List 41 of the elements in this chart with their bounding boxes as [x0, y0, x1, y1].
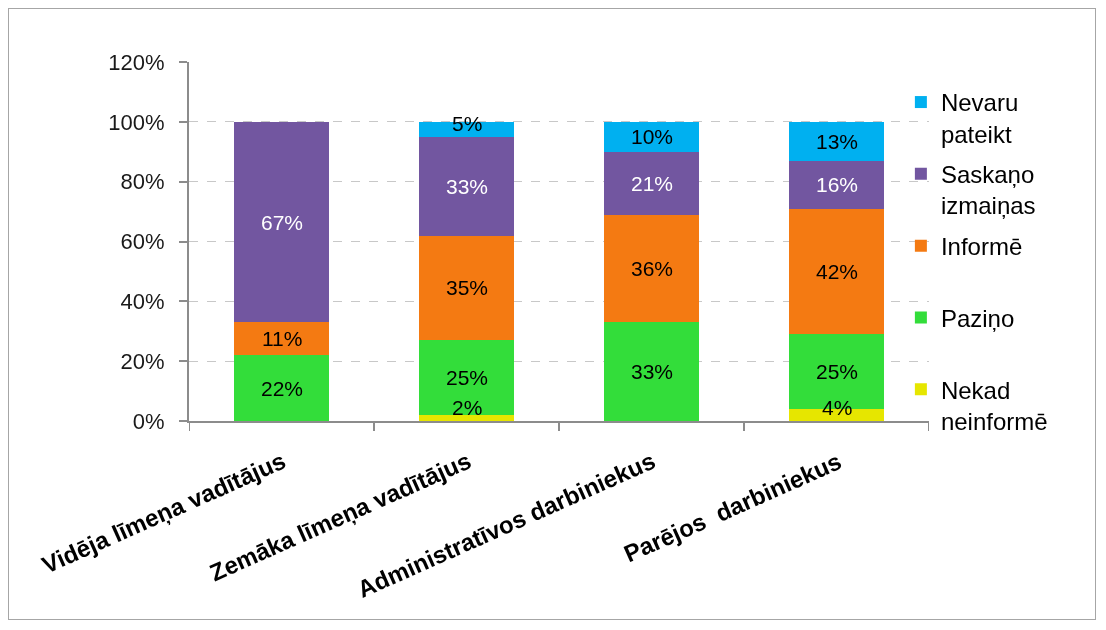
data-label: 10%: [631, 125, 674, 148]
bar: [604, 151, 699, 215]
bar: [789, 208, 884, 335]
legend-label: Nevaru pateikt: [940, 89, 1019, 148]
legend-label: Saskaņo izmaiņas: [940, 161, 1036, 220]
data-label: 25%: [816, 360, 859, 383]
data-label: 13%: [816, 130, 859, 153]
y-tick-label: 80%: [120, 169, 165, 195]
data-label: 67%: [261, 211, 304, 234]
bar: [604, 322, 699, 421]
data-label: 35%: [446, 276, 489, 299]
y-tick-label: 0%: [132, 408, 165, 434]
bar: [604, 214, 699, 323]
data-label: 33%: [631, 360, 674, 383]
y-tick-label: 40%: [120, 289, 165, 315]
legend-label: Informē: [940, 233, 1023, 261]
bar: [604, 121, 699, 152]
data-label: 21%: [631, 172, 674, 195]
data-label: 11%: [262, 327, 303, 350]
y-tick-label: 120%: [108, 49, 165, 75]
bar: [419, 415, 514, 421]
bar: [234, 322, 329, 356]
bar: [419, 340, 514, 416]
data-label: 16%: [816, 173, 859, 196]
bar: [234, 121, 329, 323]
data-label: 36%: [631, 257, 674, 280]
data-label: 42%: [816, 260, 859, 283]
y-tick-label: 20%: [120, 348, 165, 374]
y-tick-label: 100%: [108, 109, 165, 135]
bar: [789, 121, 884, 161]
legend-label: Nekad neinformē: [940, 376, 1048, 435]
data-label: 25%: [446, 366, 489, 389]
data-label: 33%: [446, 175, 489, 198]
legend-label: Paziņo: [940, 304, 1015, 332]
data-label: 2%: [452, 396, 483, 419]
bar: [419, 136, 514, 236]
bar: [789, 160, 884, 209]
data-label: 22%: [261, 377, 304, 400]
bar: [234, 355, 329, 421]
y-tick-label: 60%: [120, 229, 165, 255]
bar: [419, 235, 514, 341]
